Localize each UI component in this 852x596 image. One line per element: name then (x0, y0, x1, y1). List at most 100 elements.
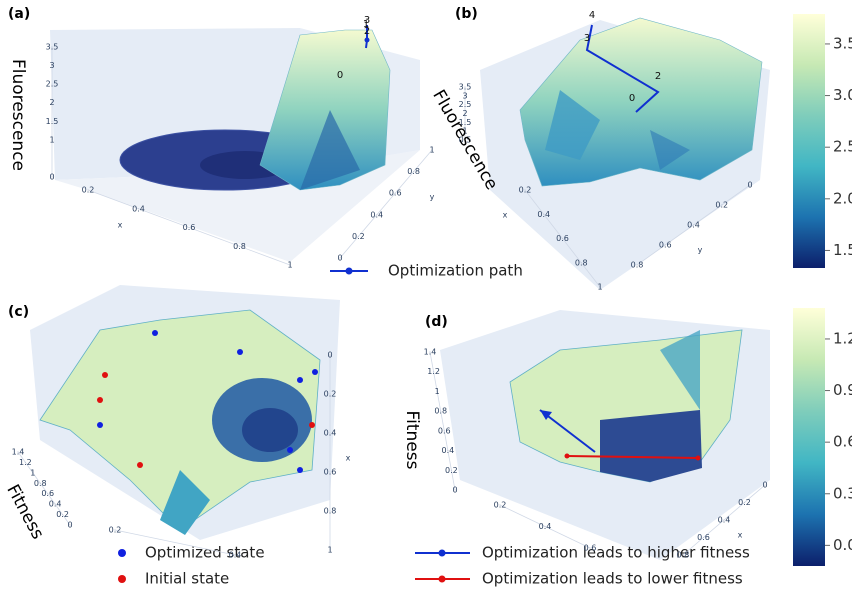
z-tick-label: 0 (49, 173, 54, 182)
path-point-label: 3 (364, 15, 370, 26)
panel-label: (d) (425, 314, 448, 330)
x-axis-title: x (738, 531, 743, 540)
x-tick-label: 0.8 (233, 242, 246, 251)
y-tick-label: 0.6 (659, 241, 672, 250)
x-axis-title: x (346, 454, 351, 463)
panel-c-scene (30, 285, 340, 540)
z-tick-label: 3.5 (46, 43, 59, 52)
colorbar-tick-label: 0.6 (833, 433, 852, 451)
colorbar-tick-label: 0.9 (833, 381, 852, 399)
legend-label: Optimization leads to higher fitness (482, 544, 750, 562)
path-point-label: 4 (589, 10, 595, 21)
z-tick-label: 3 (49, 61, 54, 70)
y-tick-label: 0.2 (352, 232, 365, 241)
y-tick-label: 0.4 (687, 221, 700, 230)
x-tick-label: 0.4 (718, 516, 731, 525)
y-tick-label: 0.2 (109, 526, 122, 535)
colorbar (793, 14, 825, 268)
path-point-label: 2 (655, 71, 661, 82)
y-tick-label: 0.4 (229, 551, 242, 560)
colorbar-tick-label: 2.5 (833, 138, 852, 156)
y-tick-label: 0.2 (715, 201, 728, 210)
x-tick-label: 0.4 (324, 429, 337, 438)
path-point-label: 2 (364, 26, 370, 37)
colorbar-tick-label: 2.0 (833, 189, 852, 207)
path-point-label: 3 (584, 33, 590, 44)
z-tick-label: 1 (435, 387, 440, 396)
x-tick-label: 0 (327, 351, 332, 360)
x-tick-label: 0.2 (519, 186, 532, 195)
x-tick-label: 1 (597, 283, 602, 292)
z-tick-label: 0.4 (49, 500, 62, 509)
x-tick-label: 0.8 (677, 551, 690, 560)
z-tick-label: 1.4 (12, 448, 25, 457)
y-axis-title: y (698, 246, 703, 255)
z-tick-label: 0 (67, 521, 72, 530)
z-axis-title: Fluorescence (8, 59, 28, 171)
legend-label: Initial state (145, 570, 229, 588)
figure: Optimization path Optimized state Initia… (0, 0, 852, 592)
x-tick-label: 0.6 (697, 533, 710, 542)
x-tick-label: 0.8 (575, 258, 588, 267)
x-tick-label: 0.4 (132, 204, 145, 213)
y-tick-label: 0 (337, 254, 342, 263)
x-axis-title: x (118, 221, 123, 230)
colorbar-tick-label: 3.0 (833, 86, 852, 104)
y-tick-label: 0.8 (631, 261, 644, 270)
z-tick-label: 1.2 (19, 458, 32, 467)
x-tick-label: 1 (287, 261, 292, 270)
y-tick-label: 1 (429, 146, 434, 155)
x-tick-label: 0.4 (537, 210, 550, 219)
colorbar-tick-label: 0.3 (833, 484, 852, 502)
z-tick-label: 0.8 (34, 479, 47, 488)
z-tick-label: 0 (452, 486, 457, 495)
z-tick-label: 3.5 (459, 83, 472, 92)
path-point-label: 0 (629, 93, 635, 104)
z-tick-label: 0.8 (434, 407, 447, 416)
legend-label: Optimization path (388, 262, 523, 280)
x-axis-title: x (503, 211, 508, 220)
y-tick-label: 0.8 (407, 167, 420, 176)
y-tick-label: 0.4 (370, 210, 383, 219)
x-tick-label: 0.2 (324, 390, 337, 399)
path-point-label: 0 (337, 70, 343, 81)
z-tick-label: 0.2 (56, 510, 69, 519)
colorbar-tick-label: 3.5 (833, 34, 852, 52)
z-tick-label: 2.5 (459, 100, 472, 109)
y-tick-label: 0 (747, 181, 752, 190)
z-tick-label: 1.2 (427, 367, 440, 376)
legend-label: Optimization leads to lower fitness (482, 570, 743, 588)
colorbar (793, 308, 825, 566)
z-tick-label: 0.6 (438, 426, 451, 435)
z-tick-label: 2.5 (46, 80, 59, 89)
z-tick-label: 3 (462, 91, 467, 100)
y-tick-label: 0.4 (539, 522, 552, 531)
z-tick-label: 1.4 (424, 348, 437, 357)
panel-label: (c) (8, 304, 29, 320)
x-tick-label: 0.6 (324, 468, 337, 477)
y-axis-title: y (430, 193, 435, 202)
z-tick-label: 1 (30, 468, 35, 477)
panel-label: (b) (455, 6, 478, 22)
z-axis-title: Fitness (402, 411, 422, 470)
y-tick-label: 0.6 (389, 189, 402, 198)
x-tick-label: 1 (327, 546, 332, 555)
z-tick-label: 0.2 (445, 466, 458, 475)
z-tick-label: 1.5 (46, 117, 59, 126)
panel-b-scene (480, 18, 770, 290)
x-tick-label: 0.2 (738, 498, 751, 507)
x-tick-label: 0 (762, 481, 767, 490)
x-tick-label: 0.6 (556, 234, 569, 243)
colorbar-tick-label: 0.0 (833, 536, 852, 554)
panel-label: (a) (8, 6, 30, 22)
panel-a-scene (50, 25, 420, 262)
x-tick-label: 0.2 (82, 186, 95, 195)
z-tick-label: 0.4 (441, 446, 454, 455)
x-tick-label: 0.6 (183, 223, 196, 232)
colorbar-tick-label: 1.5 (833, 241, 852, 259)
z-tick-label: 2 (49, 98, 54, 107)
y-tick-label: 0.6 (584, 544, 597, 553)
legend-label: Optimized state (145, 544, 265, 562)
x-tick-label: 0.8 (324, 507, 337, 516)
z-tick-label: 1 (49, 135, 54, 144)
